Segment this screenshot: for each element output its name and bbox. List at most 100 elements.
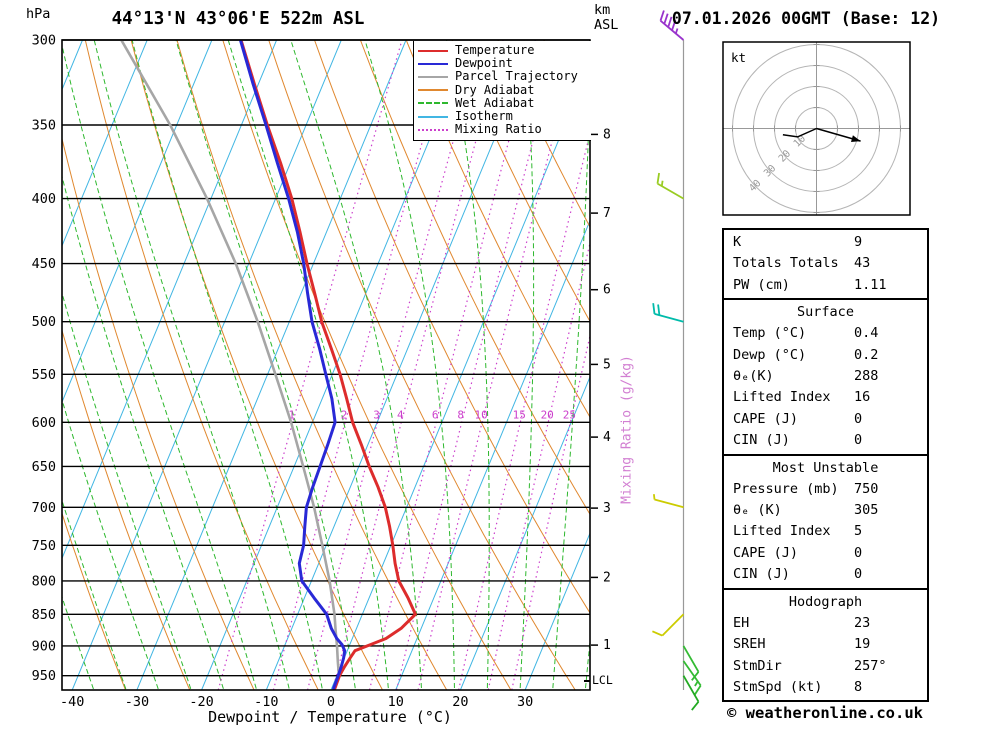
svg-text:0: 0: [327, 694, 335, 710]
legend-item-label: Parcel Trajectory: [455, 69, 578, 84]
legend-line-swatch: [418, 49, 448, 52]
legend-item-label: Wet Adiabat: [455, 95, 535, 110]
stats-section-header: Hodograph: [788, 593, 863, 610]
stats-row: Pressure (mb) 750: [724, 479, 927, 500]
stat-value: 8: [854, 678, 863, 695]
stat-value: 750: [854, 480, 879, 497]
legend-line-swatch: [418, 128, 448, 131]
wind-barb: [682, 675, 700, 711]
pressure-axis-labels: 300 350 400 450 500 550 600 650 700 750 800 850 900 9…: [32, 33, 56, 685]
svg-text:-10: -10: [254, 694, 278, 710]
mixing-ratio-axis-label: Mixing Ratio (g/kg): [619, 355, 635, 504]
hodograph-unit-label: kt: [731, 50, 747, 65]
stats-row: CAPE (J) 0: [724, 543, 927, 564]
svg-text:550: 550: [32, 367, 56, 383]
legend-line-swatch: [418, 115, 448, 118]
altitude-axis-unit: km ASL: [594, 3, 618, 33]
stat-value: 305: [854, 502, 879, 519]
svg-text:-40: -40: [60, 694, 84, 710]
stats-row: PW (cm) 1.11: [724, 275, 927, 296]
stats-row: Lifted Index 5: [724, 521, 927, 542]
stats-row: CAPE (J) 0: [724, 409, 927, 430]
stat-value: 0: [854, 410, 863, 427]
stat-label: Temp (°C): [733, 325, 807, 342]
station-title: 44°13'N 43°06'E 522m ASL: [111, 9, 365, 29]
svg-text:3: 3: [373, 408, 380, 421]
legend-item: Parcel Trajectory: [418, 70, 591, 83]
stats-row: SREH 19: [724, 634, 927, 655]
legend-item-label: Mixing Ratio: [455, 122, 542, 137]
stat-value: 16: [854, 389, 871, 406]
svg-text:6: 6: [432, 408, 439, 421]
stats-section-header: Most Unstable: [772, 459, 879, 476]
stat-value: 0: [854, 432, 863, 449]
stats-row: StmDir 257°: [724, 656, 927, 677]
svg-text:900: 900: [32, 638, 56, 654]
stats-panel: K 9 Totals Totals 43 PW (cm) 1.11 Surface Temp …: [722, 228, 929, 703]
storm-motion-arrowhead: [851, 135, 861, 142]
svg-text:350: 350: [32, 118, 56, 134]
stats-section: Hodograph EH 23 SREH 19 StmDir 257° StmSpd (kt)…: [722, 587, 929, 703]
stat-label: CIN (J): [733, 566, 790, 583]
stat-label: PW (cm): [733, 276, 790, 293]
legend-line-swatch: [418, 62, 448, 65]
wind-barb: [652, 303, 684, 323]
stats-row: StmSpd (kt) 8: [724, 677, 927, 698]
svg-text:450: 450: [32, 256, 56, 272]
svg-text:4: 4: [397, 408, 404, 421]
legend-item-label: Isotherm: [455, 109, 513, 124]
wind-barb: [659, 10, 685, 41]
stats-row: Dewp (°C) 0.2: [724, 345, 927, 366]
lcl-marker-label: LCL: [592, 673, 613, 687]
stat-label: Lifted Index: [733, 389, 831, 406]
stats-row: Totals Totals 43: [724, 253, 927, 274]
wind-barb: [682, 660, 702, 696]
stat-label: StmSpd (kt): [733, 678, 823, 695]
svg-text:600: 600: [32, 415, 56, 431]
stats-row: θₑ(K) 288: [724, 366, 927, 387]
hodograph-trace: [782, 127, 817, 138]
svg-text:8: 8: [603, 127, 611, 142]
stat-value: 19: [854, 636, 871, 653]
wet-adiabat-lines: [62, 40, 590, 690]
svg-text:650: 650: [32, 459, 56, 475]
temp-axis-labels: -40 -30 -20 -10 0 10 20 30: [60, 694, 533, 710]
legend-item: Isotherm: [418, 110, 591, 123]
svg-text:15: 15: [513, 408, 526, 421]
stat-label: CAPE (J): [733, 544, 799, 561]
stat-value: 257°: [854, 657, 887, 674]
stat-label: Pressure (mb): [733, 480, 839, 497]
stats-section: Most Unstable Pressure (mb) 750 θₑ (K) 305 Li…: [722, 453, 929, 590]
hodograph-border: [722, 41, 911, 216]
stat-value: 5: [854, 523, 863, 540]
svg-text:4: 4: [603, 430, 611, 445]
legend-item: Dry Adiabat: [418, 82, 591, 97]
svg-text:10: 10: [474, 408, 487, 421]
svg-text:800: 800: [32, 573, 56, 589]
svg-text:3: 3: [603, 501, 611, 516]
legend-line-swatch: [418, 102, 448, 105]
legend-item: Temperature: [418, 44, 591, 57]
svg-text:10: 10: [388, 694, 404, 710]
stat-value: 0.2: [854, 346, 879, 363]
svg-text:20: 20: [452, 694, 468, 710]
stat-value: 288: [854, 368, 879, 385]
copyright-link[interactable]: © weatheronline.co.uk: [727, 704, 923, 722]
stat-value: 9: [854, 234, 863, 250]
svg-text:500: 500: [32, 314, 56, 330]
stat-value: 23: [854, 614, 871, 631]
stat-label: Lifted Index: [733, 523, 831, 540]
mixing-ratio-value-labels: 1 2 3 4 6 8 10 15 20 25: [288, 408, 576, 421]
stat-label: CAPE (J): [733, 410, 799, 427]
stat-value: 0: [854, 566, 863, 583]
stats-row: CIN (J) 0: [724, 564, 927, 585]
legend-item: Mixing Ratio: [418, 123, 591, 136]
stat-label: Dewp (°C): [733, 346, 807, 363]
stats-section: K 9 Totals Totals 43 PW (cm) 1.11: [722, 228, 929, 301]
legend-item-label: Dry Adiabat: [455, 82, 535, 97]
stat-label: CIN (J): [733, 432, 790, 449]
svg-text:1: 1: [603, 638, 611, 653]
stat-label: θₑ(K): [733, 368, 774, 385]
